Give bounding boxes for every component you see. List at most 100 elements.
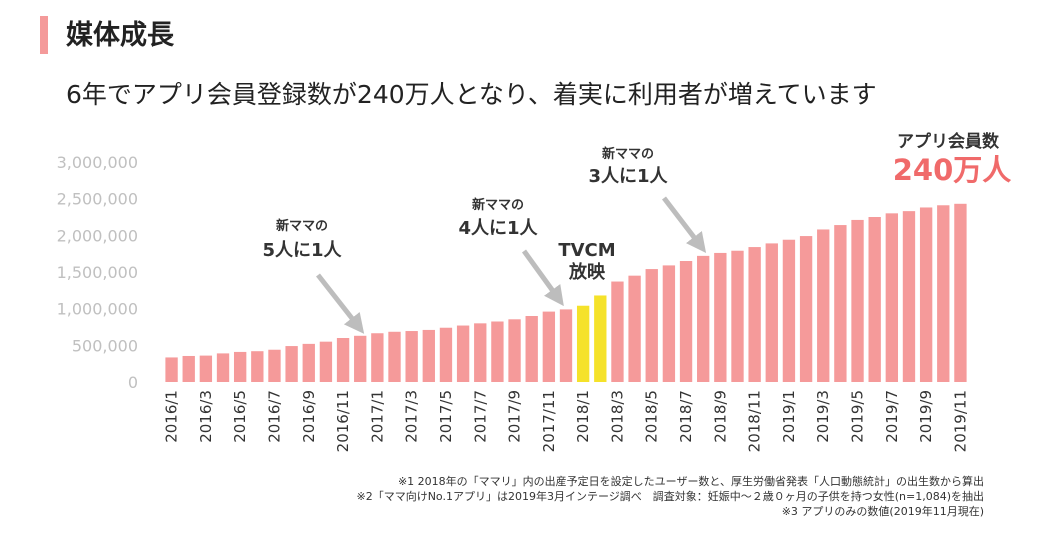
bar: [508, 319, 521, 382]
annotation-label-line1: 新ママの: [276, 218, 328, 234]
bar: [679, 261, 693, 382]
bar: [817, 229, 830, 382]
x-tick-label: 2018/5: [643, 390, 661, 443]
x-tick-label: 2019/11: [951, 390, 969, 452]
footnote-3: ※3 アプリのみの数値(2019年11月現在): [781, 505, 984, 518]
bar: [542, 311, 556, 382]
x-tick-label: 2017/1: [368, 390, 386, 443]
bar: [182, 355, 195, 382]
footnotes: ※1 2018年の「ママリ」内の出産予定日を設定したユーザー数と、厚生労働省発表…: [356, 474, 984, 519]
bar: [474, 323, 487, 382]
bar: [199, 355, 213, 382]
bar-highlight: [594, 295, 607, 382]
bar: [405, 331, 418, 382]
x-tick-label: 2019/1: [780, 390, 798, 443]
bar: [919, 207, 933, 382]
bar: [628, 275, 641, 382]
bar: [611, 281, 624, 382]
total-value-label: 240万人: [893, 153, 1012, 187]
bar: [165, 357, 178, 382]
bar: [525, 316, 538, 382]
bars: [165, 203, 967, 382]
bar: [371, 333, 384, 382]
x-tick-label: 2019/3: [814, 390, 832, 443]
bar: [336, 338, 350, 382]
bar: [559, 309, 573, 382]
x-tick-label: 2016/1: [163, 390, 181, 443]
bar: [285, 346, 298, 382]
x-tick-label: 2018/11: [746, 390, 764, 452]
y-tick-label: 3,000,000: [57, 153, 138, 172]
bar: [799, 236, 813, 382]
y-axis: 0 500,000 1,000,000 1,500,000 2,000,000 2,500…: [57, 153, 138, 392]
bar: [662, 265, 676, 382]
x-tick-label: 2016/11: [334, 390, 352, 452]
x-tick-label: 2019/5: [849, 390, 867, 443]
total-callout: アプリ会員数 240万人: [893, 131, 1012, 187]
bar: [714, 252, 727, 382]
y-tick-label: 500,000: [72, 336, 138, 355]
x-tick-label: 2016/3: [197, 390, 215, 443]
x-tick-label: 2019/9: [917, 390, 935, 443]
bar: [233, 351, 247, 382]
y-tick-label: 1,500,000: [57, 263, 138, 282]
annotation-label-line2: 5人に1人: [262, 240, 342, 261]
x-tick-label: 2016/5: [231, 390, 249, 443]
bar: [422, 329, 435, 382]
bar: [954, 203, 967, 382]
y-tick-label: 2,500,000: [57, 190, 138, 209]
bar: [354, 335, 367, 382]
x-tick-label: 2018/3: [608, 390, 626, 443]
annotation-label-line2: 4人に1人: [458, 218, 538, 239]
x-tick-label: 2017/9: [506, 390, 524, 443]
bar: [731, 250, 744, 382]
bar: [937, 205, 950, 382]
bar: [748, 247, 761, 382]
footnote-2: ※2「ママ向けNo.1アプリ」は2019年3月インテージ調べ 調査対象：妊娠中〜…: [356, 490, 984, 503]
member-growth-chart: 0 500,000 1,000,000 1,500,000 2,000,000 2,500…: [57, 131, 1012, 452]
annotation-arrow: [662, 196, 707, 253]
bar: [868, 217, 881, 382]
chart-title: アプリ会員数: [897, 131, 1000, 152]
annotation-label-line2: 放映: [568, 261, 606, 283]
bar: [834, 225, 847, 382]
bar: [851, 219, 864, 382]
section-accent-bar: [40, 16, 48, 54]
bar: [388, 331, 401, 382]
bar: [645, 269, 658, 382]
page-headline: 6年でアプリ会員登録数が240万人となり、着実に利用者が増えています: [66, 80, 877, 109]
annotation-label-line1: 新ママの: [602, 146, 654, 162]
x-tick-label: 2017/11: [540, 390, 558, 452]
bar: [319, 341, 333, 382]
annotation-arrow: [521, 249, 564, 307]
bar: [491, 321, 504, 382]
x-tick-label: 2018/1: [574, 390, 592, 443]
bar: [302, 343, 315, 382]
annotation-label-line1: 新ママの: [472, 197, 524, 213]
bar-highlight: [576, 305, 590, 382]
y-tick-label: 1,000,000: [57, 300, 138, 319]
bar: [885, 213, 899, 382]
section-title: 媒体成長: [66, 20, 174, 51]
bar: [902, 211, 916, 382]
x-tick-label: 2017/5: [437, 390, 455, 443]
y-tick-label: 2,000,000: [57, 226, 138, 245]
x-tick-label: 2018/7: [677, 390, 695, 443]
bar: [251, 351, 264, 382]
x-tick-label: 2017/7: [471, 390, 489, 443]
x-tick-label: 2017/3: [403, 390, 421, 443]
bar: [268, 349, 281, 382]
y-tick-label: 0: [128, 373, 138, 392]
bar: [782, 239, 796, 382]
x-axis: 2016/1 2016/3 2016/5 2016/7 2016/9 2016/11 201…: [163, 390, 970, 452]
x-tick-label: 2019/7: [883, 390, 901, 443]
bar: [697, 255, 710, 382]
bar: [216, 353, 230, 382]
bar: [456, 325, 470, 382]
x-tick-label: 2018/9: [711, 390, 729, 443]
bar: [439, 327, 453, 382]
x-tick-label: 2016/7: [265, 390, 283, 443]
annotation-label-line1: TVCM: [558, 240, 615, 261]
x-tick-label: 2016/9: [300, 390, 318, 443]
